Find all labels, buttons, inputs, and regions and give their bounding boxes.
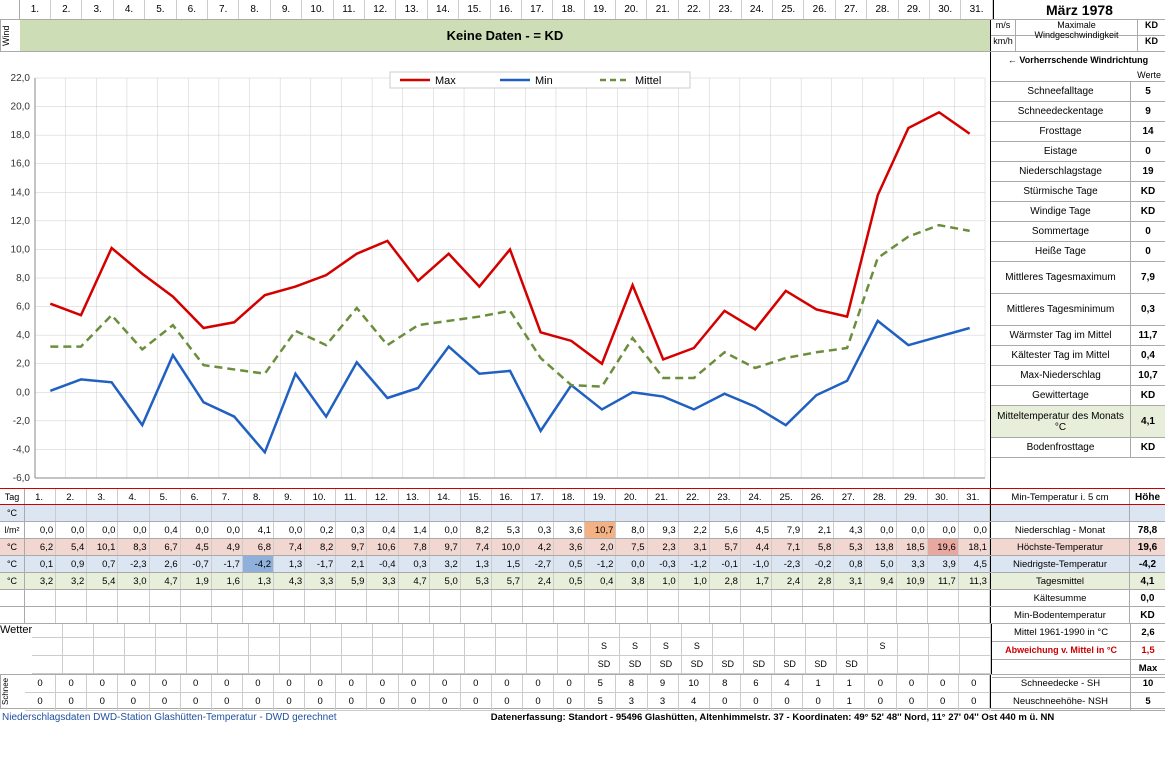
svg-text:Min: Min (535, 75, 553, 87)
svg-text:-2,0: -2,0 (13, 416, 31, 427)
temperature-chart: -6,0 -4,0 -2,0 0,0 2,0 4,0 6,0 8,0 10,0 12,0 14,0 1… (0, 68, 990, 488)
svg-text:4,0: 4,0 (16, 330, 30, 341)
stat-row: Schneedeckentage9 (991, 102, 1165, 122)
svg-text:-6,0: -6,0 (13, 473, 31, 484)
day-headers: 1.2.3.4.5.6.7.8.9.10.11.12.13.14.15.16.1… (20, 0, 993, 19)
stat-row: BodenfrosttageKD (991, 438, 1165, 458)
stat-row: GewittertageKD (991, 386, 1165, 406)
data-table: Tag1.2.3.4.5.6.7.8.9.10.11.12.13.14.15.1… (0, 488, 1165, 624)
svg-text:18,0: 18,0 (11, 130, 31, 141)
stat-row: Heiße Tage0 (991, 242, 1165, 262)
stat-row: Mittleres Tagesminimum0,3 (991, 294, 1165, 326)
stat-row: Mittleres Tagesmaximum7,9 (991, 262, 1165, 294)
svg-text:12,0: 12,0 (11, 216, 31, 227)
stat-row: Wärmster Tag im Mittel11,7 (991, 326, 1165, 346)
snow-block: Schnee 00000000000000000058910864110000 … (0, 675, 1165, 709)
stat-row: Sommertage0 (991, 222, 1165, 242)
stat-row: Frosttage14 (991, 122, 1165, 142)
svg-text:-4,0: -4,0 (13, 444, 31, 455)
svg-text:14,0: 14,0 (11, 187, 31, 198)
stat-row: Schneefalltage5 (991, 82, 1165, 102)
footer: Niederschlagsdaten DWD-Station Glashütte… (0, 709, 1165, 726)
svg-text:22,0: 22,0 (11, 73, 31, 84)
stat-row: Mitteltemperatur des Monats °C4,1 (991, 406, 1165, 438)
top-header: 1.2.3.4.5.6.7.8.9.10.11.12.13.14.15.16.1… (0, 0, 1165, 20)
stats-panel: Werte Schneefalltage5Schneedeckentage9Fr… (990, 68, 1165, 488)
svg-text:10,0: 10,0 (11, 244, 31, 255)
svg-text:16,0: 16,0 (11, 159, 31, 170)
stat-row: Windige TageKD (991, 202, 1165, 222)
stat-row: Kältester Tag im Mittel0,4 (991, 346, 1165, 366)
svg-text:2,0: 2,0 (16, 359, 30, 370)
weather-block: Wetter SSSSS SDSDSDSDSDSDSDSDSD Mittel 1… (0, 624, 1165, 675)
svg-text:Max: Max (435, 75, 456, 87)
weather-report-page: 1.2.3.4.5.6.7.8.9.10.11.12.13.14.15.16.1… (0, 0, 1165, 784)
stat-row: Niederschlagstage19 (991, 162, 1165, 182)
footer-right: Datenerfassung: Standort - 95496 Glashüt… (380, 709, 1165, 726)
month-title: März 1978 (993, 0, 1165, 19)
wind-direction-row: ← Vorherrschende Windrichtung (0, 52, 1165, 68)
wind-banner: Keine Daten - = KD (20, 20, 990, 51)
svg-text:Mittel: Mittel (635, 75, 661, 87)
wind-row: Wind Keine Daten - = KD m/sMaximale Wind… (0, 20, 1165, 52)
stat-row: Stürmische TageKD (991, 182, 1165, 202)
svg-text:8,0: 8,0 (16, 273, 30, 284)
svg-text:20,0: 20,0 (11, 102, 31, 113)
svg-text:6,0: 6,0 (16, 302, 30, 313)
stat-row: Eistage0 (991, 142, 1165, 162)
footer-left: Niederschlagsdaten DWD-Station Glashütte… (0, 709, 380, 726)
stat-row: Max-Niederschlag10,7 (991, 366, 1165, 386)
wind-label: Wind (0, 20, 20, 51)
svg-text:0,0: 0,0 (16, 387, 30, 398)
